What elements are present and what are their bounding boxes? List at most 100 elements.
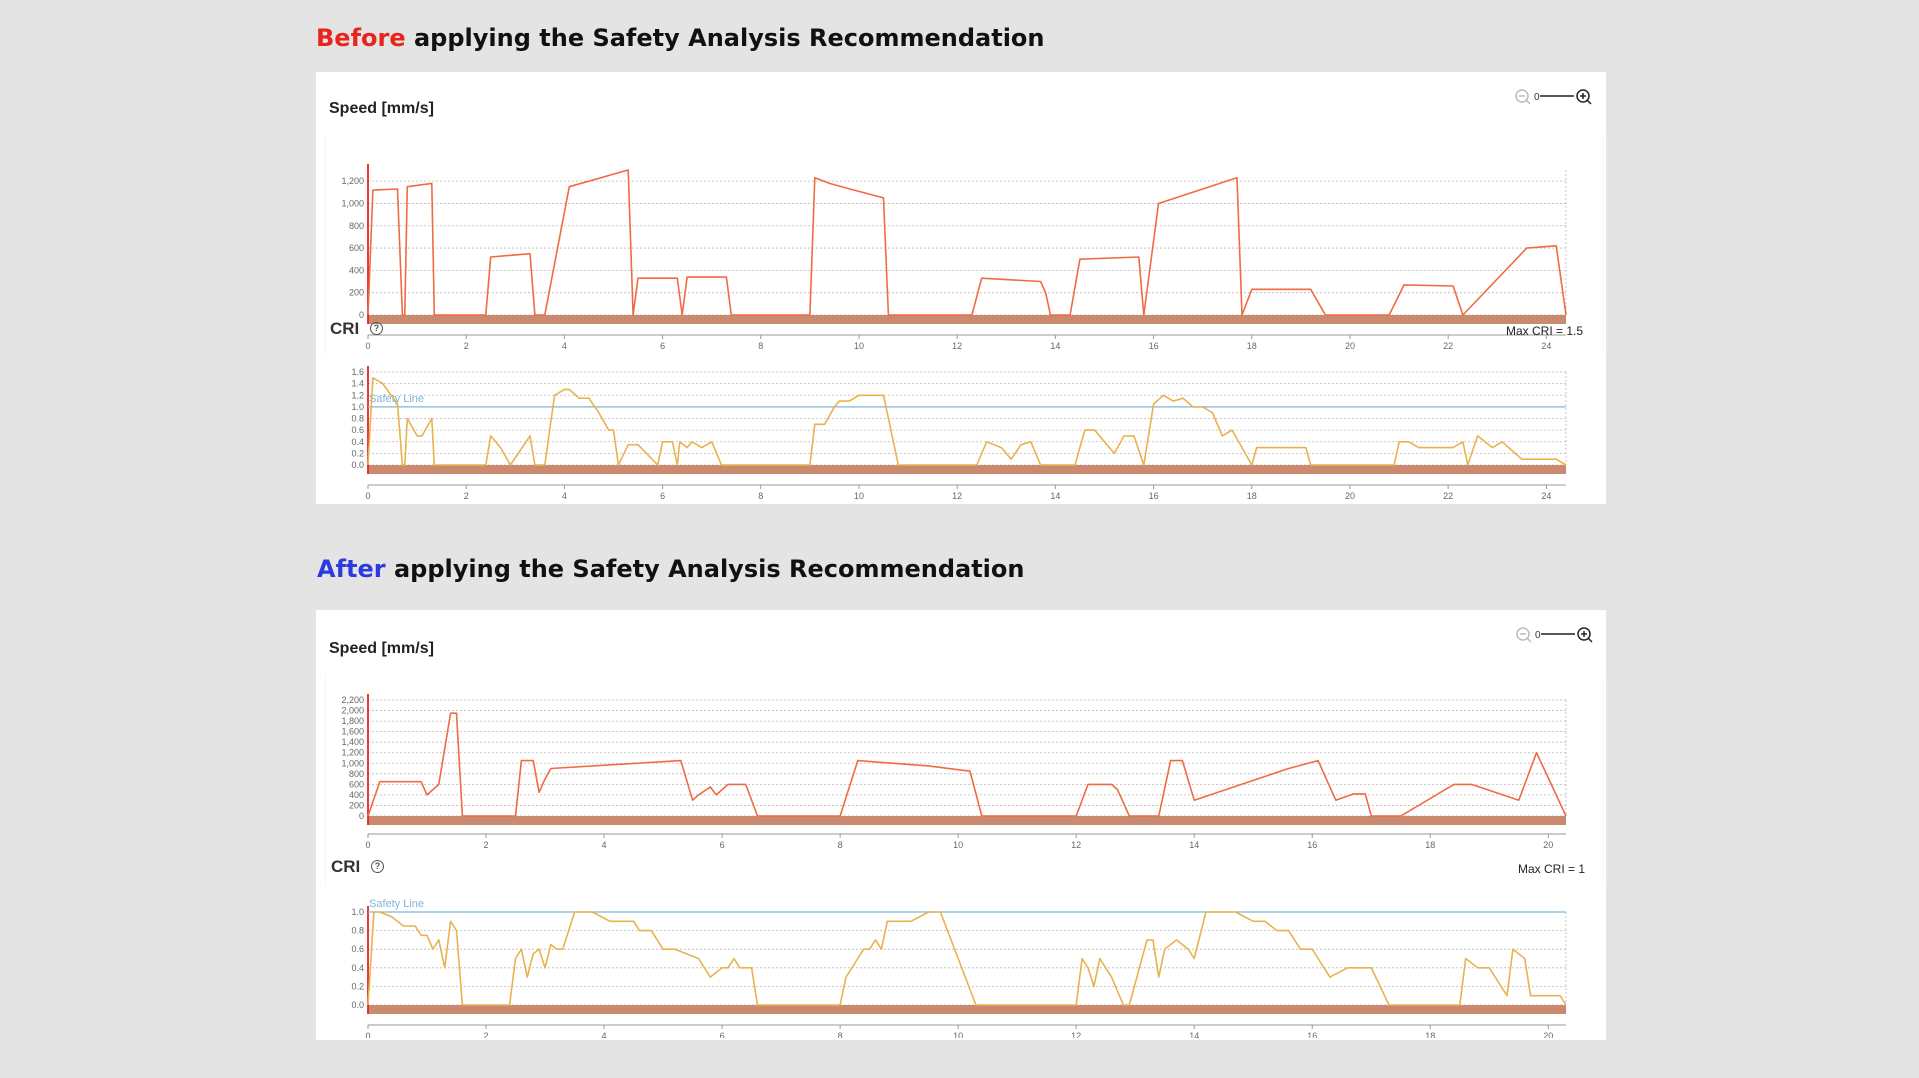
x-tick-label: 2	[464, 341, 469, 351]
x-tick-label: 18	[1425, 840, 1435, 850]
y-tick-label: 1.0	[351, 907, 364, 917]
x-tick-label: 4	[602, 840, 607, 850]
before-cri-svg: 0.00.20.40.60.81.01.21.41.60 2 4 6 8 10 12 14 16…	[351, 366, 1567, 501]
x-tick-label: 6	[660, 341, 665, 351]
before-speed-series-line	[367, 169, 1567, 316]
before-cri-chart: 0.0 0.2 0.4 0.6 0.8 1.0 1.2 1.4 1.6 0 2 4 6 8 10 12 14 16…	[326, 350, 1602, 501]
y-tick-label: 0.6	[351, 944, 364, 954]
after-cri-series-line	[367, 911, 1567, 1006]
before-section-title: Before applying the Safety Analysis Reco…	[316, 24, 1045, 52]
x-tick-label: 18	[1425, 1031, 1435, 1038]
x-tick-label: 22	[1443, 491, 1453, 500]
after-title-highlight: After	[317, 555, 386, 583]
x-tick-label: 10	[854, 491, 864, 500]
after-speed-title: Speed [mm/s]	[329, 640, 434, 657]
y-tick-label: 1.4	[351, 379, 364, 389]
x-tick-label: 12	[952, 491, 962, 500]
baseline-band	[368, 816, 1566, 825]
before-panel: 0 Speed [mm/s] 0 200 400 600 800 1,000 1,200 0 2…	[316, 72, 1606, 504]
x-tick-label: 8	[758, 341, 763, 351]
x-tick-label: 14	[1050, 491, 1060, 500]
x-tick-label: 10	[854, 341, 864, 351]
baseline-band	[368, 1005, 1566, 1014]
y-tick-label: 1,400	[341, 737, 364, 747]
baseline-band	[368, 315, 1566, 324]
y-tick-label: 0	[359, 811, 364, 821]
x-tick-label: 6	[720, 1031, 725, 1038]
x-tick-label: 8	[838, 1031, 843, 1038]
x-tick-label: 16	[1307, 1031, 1317, 1038]
y-tick-label: 1,000	[341, 758, 364, 768]
before-title-highlight: Before	[316, 24, 406, 52]
after-speed-svg: 02004006008001,0001,2001,4001,6001,8002,…	[341, 694, 1567, 850]
x-tick-label: 2	[484, 840, 489, 850]
x-tick-label: 12	[1071, 1031, 1081, 1038]
x-tick-label: 20	[1345, 491, 1355, 500]
before-zoom-svg: 0	[1515, 89, 1592, 105]
y-tick-label: 600	[349, 779, 364, 789]
y-tick-label: 200	[349, 800, 364, 810]
x-tick-label: 14	[1050, 341, 1060, 351]
x-tick-label: 0	[365, 341, 370, 351]
y-tick-label: 0.8	[351, 926, 364, 936]
x-tick-label: 16	[1307, 840, 1317, 850]
x-tick-label: 6	[660, 491, 665, 500]
zoom-in-icon[interactable]	[1577, 627, 1593, 643]
safety-line-label: Safety Line	[369, 898, 424, 910]
after-speed-series-line	[367, 712, 1567, 817]
x-tick-label: 16	[1149, 341, 1159, 351]
before-max-cri: Max CRI = 1.5	[1506, 324, 1584, 338]
y-tick-label: 1.0	[351, 402, 364, 412]
y-tick-label: 1,000	[341, 198, 364, 208]
zoom-in-icon[interactable]	[1576, 89, 1592, 105]
x-tick-label: 22	[1443, 341, 1453, 351]
x-tick-label: 10	[953, 840, 963, 850]
y-tick-label: 1.2	[351, 390, 364, 400]
after-zoom-control[interactable]: 0	[1515, 626, 1595, 651]
x-tick-label: 14	[1189, 1031, 1199, 1038]
y-tick-label: 400	[349, 790, 364, 800]
after-section-title: After applying the Safety Analysis Recom…	[317, 555, 1024, 583]
y-tick-label: 800	[349, 221, 364, 231]
y-tick-label: 0.2	[351, 981, 364, 991]
x-tick-label: 18	[1247, 341, 1257, 351]
x-tick-label: 2	[484, 1031, 489, 1038]
x-tick-label: 20	[1543, 1031, 1553, 1038]
y-tick-label: 1.6	[351, 367, 364, 377]
x-tick-label: 4	[562, 341, 567, 351]
before-speed-title: Speed [mm/s]	[329, 100, 434, 117]
x-tick-label: 10	[953, 1031, 963, 1038]
y-tick-label: 2,200	[341, 695, 364, 705]
y-tick-label: 0.0	[351, 1000, 364, 1010]
zoom-out-icon[interactable]	[1516, 627, 1532, 643]
after-title-rest: applying the Safety Analysis Recommendat…	[385, 555, 1025, 583]
y-tick-label: 600	[349, 243, 364, 253]
help-circle-icon[interactable]: ?	[371, 860, 384, 873]
x-tick-label: 8	[838, 840, 843, 850]
before-zoom-control[interactable]: 0	[1514, 88, 1594, 113]
x-tick-label: 4	[602, 1031, 607, 1038]
y-tick-label: 1,200	[341, 176, 364, 186]
x-tick-label: 18	[1247, 491, 1257, 500]
x-tick-label: 2	[464, 491, 469, 500]
y-tick-label: 0.4	[351, 437, 364, 447]
x-tick-label: 0	[365, 1031, 370, 1038]
zoom-out-icon[interactable]	[1515, 89, 1531, 105]
x-tick-label: 12	[952, 341, 962, 351]
y-tick-label: 200	[349, 288, 364, 298]
after-cri-chart: 0.0 0.2 0.4 0.6 0.8 1.0 0 2 4 6 8 10 12 14 16 18 20 Safet…	[326, 878, 1602, 1041]
x-tick-label: 4	[562, 491, 567, 500]
zoom-level-label: 0	[1534, 92, 1540, 103]
y-tick-label: 1,600	[341, 727, 364, 737]
safety-line-label: Safety Line	[369, 393, 424, 405]
baseline-band	[368, 465, 1566, 474]
help-circle-icon[interactable]: ?	[370, 322, 383, 335]
x-tick-label: 12	[1071, 840, 1081, 850]
y-tick-label: 0.8	[351, 414, 364, 424]
after-max-cri: Max CRI = 1	[1518, 862, 1586, 876]
y-tick-label: 1,200	[341, 748, 364, 758]
x-tick-label: 24	[1541, 341, 1551, 351]
x-tick-label: 0	[365, 491, 370, 500]
before-speed-chart: 0 200 400 600 800 1,000 1,200 0 2 4 6 8 10 12 14 16 18 20…	[326, 132, 1602, 357]
x-tick-label: 14	[1189, 840, 1199, 850]
